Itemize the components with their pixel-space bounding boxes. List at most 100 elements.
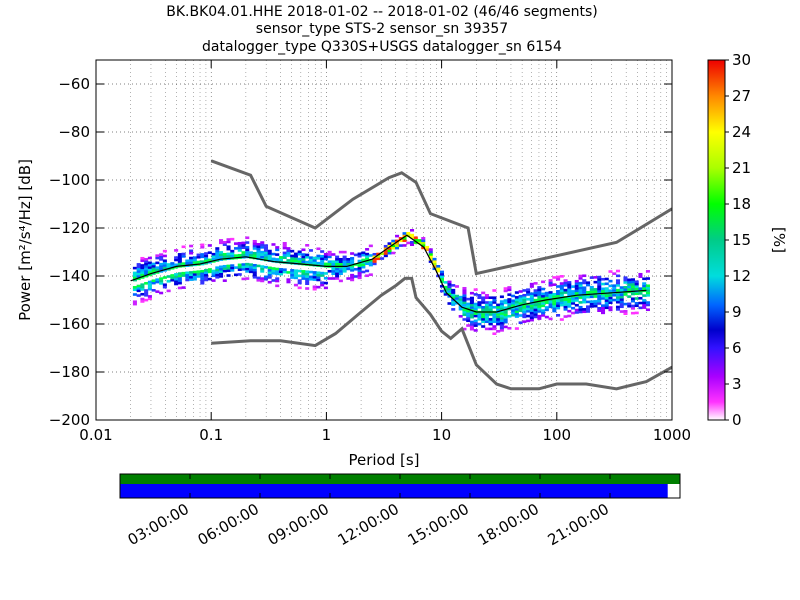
heatmap-cell <box>361 258 366 262</box>
heatmap-cell <box>436 267 441 270</box>
heatmap-cell <box>181 274 186 277</box>
heatmap-cell <box>469 301 474 305</box>
heatmap-cell <box>147 297 152 301</box>
heatmap-cell <box>630 299 635 303</box>
heatmap-cell <box>514 315 519 318</box>
heatmap-cell <box>593 300 598 303</box>
heatmap-cell <box>424 248 430 251</box>
heatmap-cell <box>293 259 298 263</box>
heatmap-cell <box>226 255 231 258</box>
heatmap-cell <box>439 275 445 279</box>
heatmap-cell <box>481 296 486 299</box>
heatmap-cell <box>600 294 606 298</box>
heatmap-cell <box>597 299 602 303</box>
heatmap-cell <box>503 308 508 312</box>
y-tick-label: −60 <box>58 75 90 93</box>
heatmap-cell <box>619 288 624 292</box>
heatmap-cell <box>365 257 370 261</box>
heatmap-cell <box>234 247 239 250</box>
heatmap-cell <box>634 304 639 308</box>
heatmap-cell <box>282 246 287 250</box>
heatmap-cell <box>567 314 572 318</box>
heatmap-cell <box>439 289 445 293</box>
heatmap-cell <box>200 277 205 280</box>
heatmap-cell <box>204 271 209 275</box>
heatmap-cell <box>645 303 650 307</box>
heatmap-cell <box>140 276 145 279</box>
heatmap-cell <box>159 253 164 256</box>
heatmap-cell <box>267 268 272 272</box>
heatmap-cell <box>301 270 306 273</box>
heatmap-cell <box>278 258 283 262</box>
heatmap-cell <box>215 273 220 277</box>
heatmap-cell <box>147 256 152 260</box>
heatmap-cell <box>151 262 156 266</box>
heatmap-cell <box>305 253 310 257</box>
heatmap-cell <box>436 269 441 273</box>
heatmap-cell <box>451 303 456 306</box>
heatmap-cell <box>634 280 639 284</box>
heatmap-cell <box>582 291 587 294</box>
heatmap-cell <box>642 301 647 305</box>
heatmap-cell <box>462 289 467 292</box>
heatmap-cell <box>514 291 519 294</box>
heatmap-cell <box>544 306 549 309</box>
heatmap-cell <box>630 297 635 301</box>
heatmap-cell <box>151 269 156 273</box>
heatmap-cell <box>537 286 542 289</box>
heatmap-cell <box>196 275 201 278</box>
heatmap-cell <box>563 291 568 294</box>
heatmap-cell <box>507 305 512 308</box>
heatmap-cell <box>263 265 269 269</box>
heatmap-cell <box>466 317 471 320</box>
heatmap-cell <box>136 294 141 297</box>
heatmap-cell <box>593 304 598 308</box>
heatmap-cell <box>443 293 448 296</box>
heatmap-cell <box>451 308 456 311</box>
heatmap-cell <box>600 311 606 315</box>
heatmap-cell <box>578 274 583 278</box>
heatmap-cell <box>350 252 355 255</box>
heatmap-cell <box>140 292 145 296</box>
heatmap-cell <box>395 244 400 247</box>
heatmap-cell <box>619 305 624 309</box>
heatmap-cell <box>466 312 471 315</box>
heatmap-cell <box>136 272 141 276</box>
heatmap-cell <box>469 311 474 314</box>
heatmap-cell <box>559 287 564 290</box>
heatmap-cell <box>204 254 209 258</box>
heatmap-cell <box>140 271 145 274</box>
heatmap-cell <box>544 291 549 295</box>
heatmap-cell <box>312 259 317 262</box>
heatmap-cell <box>529 299 534 303</box>
heatmap-cell <box>301 248 306 252</box>
heatmap-cell <box>492 289 497 292</box>
heatmap-cell <box>286 278 291 281</box>
heatmap-cell <box>526 305 531 308</box>
heatmap-cell <box>492 306 497 309</box>
heatmap-cell <box>132 300 137 304</box>
title-line-2: sensor_type STS-2 sensor_sn 39357 <box>256 21 508 37</box>
heatmap-cell <box>615 288 621 292</box>
heatmap-cell <box>406 241 411 245</box>
heatmap-cell <box>638 296 643 300</box>
heatmap-cell <box>563 300 568 304</box>
heatmap-cell <box>159 262 164 266</box>
heatmap-cell <box>282 256 287 259</box>
heatmap-cell <box>170 262 175 265</box>
heatmap-cell <box>185 271 190 275</box>
heatmap-cell <box>245 277 250 280</box>
heatmap-cell <box>571 285 576 288</box>
heatmap-cell <box>600 287 606 291</box>
heatmap-cell <box>514 300 519 304</box>
heatmap-cell <box>537 310 542 313</box>
heatmap-cell <box>567 288 572 291</box>
heatmap-cell <box>597 302 602 305</box>
y-tick-label: −160 <box>49 315 90 333</box>
heatmap-cell <box>615 298 621 302</box>
heatmap-cell <box>140 259 145 262</box>
heatmap-cell <box>481 318 486 321</box>
heatmap-cell <box>623 302 628 306</box>
heatmap-cell <box>582 300 587 304</box>
heatmap-cell <box>586 283 591 287</box>
